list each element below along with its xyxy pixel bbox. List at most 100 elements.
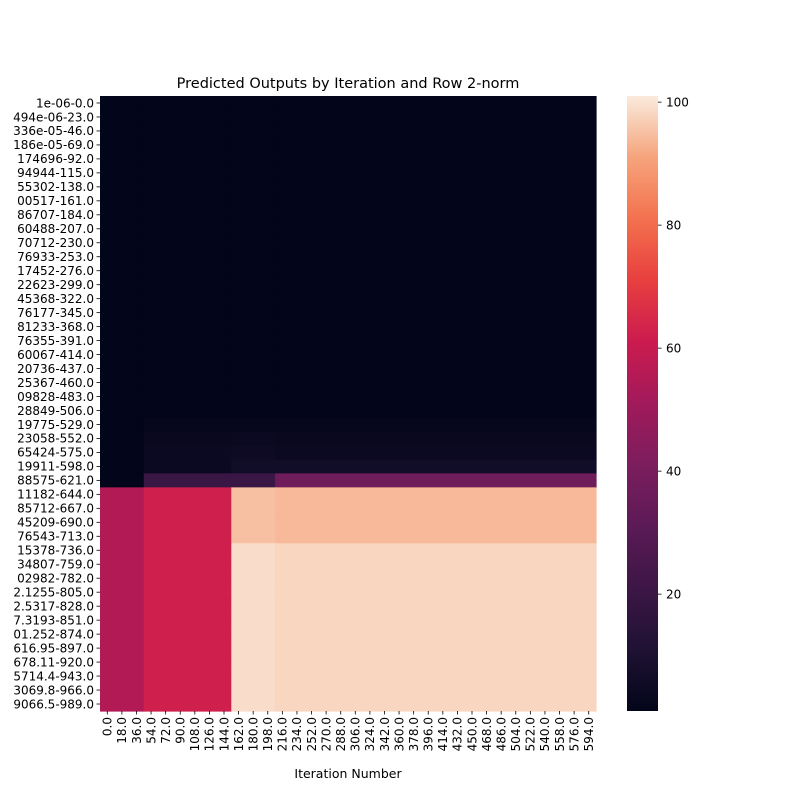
y-tick-label: 00517-161.0: [17, 194, 94, 208]
heatmap-cell: [143, 655, 232, 670]
y-tick-label: 94944-115.0: [17, 166, 94, 180]
heatmap-cell: [143, 333, 232, 349]
x-tick-label: 468.0: [480, 717, 494, 751]
y-tick-label: 22623-299.0: [17, 278, 94, 292]
heatmap-cell: [275, 389, 597, 405]
heatmap-cell: [143, 445, 232, 461]
y-tick-label: 19911-598.0: [17, 460, 94, 474]
x-tick-label: 72.0: [159, 717, 173, 744]
heatmap-cell: [231, 529, 276, 544]
heatmap-cell: [100, 417, 145, 433]
x-tick-label: 198.0: [261, 717, 275, 751]
colorbar-tick-label: 100: [666, 95, 689, 109]
heatmap-cell: [143, 683, 232, 698]
heatmap-cell: [275, 697, 597, 712]
heatmap-cell: [231, 319, 276, 335]
heatmap-cell: [100, 123, 145, 139]
heatmap-cell: [275, 123, 597, 139]
heatmap-cell: [275, 627, 597, 642]
heatmap-cell: [100, 557, 145, 572]
x-tick-label: 216.0: [276, 717, 290, 751]
heatmap-cell: [143, 613, 232, 628]
heatmap-cell: [100, 515, 145, 530]
heatmap-cell: [275, 277, 597, 293]
heatmap-cell: [100, 207, 145, 223]
x-tick-label: 432.0: [451, 717, 465, 751]
x-tick-label: 162.0: [232, 717, 246, 751]
heatmap-cell: [275, 501, 597, 516]
heatmap-cell: [275, 249, 597, 265]
x-tick-label: 234.0: [290, 717, 304, 751]
heatmap-cell: [231, 543, 276, 558]
heatmap-cell: [275, 235, 597, 251]
heatmap-cell: [231, 417, 276, 433]
heatmap-cell: [231, 361, 276, 377]
x-tick-label: 378.0: [407, 717, 421, 751]
y-tick-label: 01.252-874.0: [13, 627, 94, 641]
y-tick-label: 174696-92.0: [17, 152, 94, 166]
y-tick-label: 45209-690.0: [17, 516, 94, 530]
heatmap-cell: [143, 557, 232, 572]
heatmap-cell: [143, 571, 232, 586]
y-tick-label: 60067-414.0: [17, 348, 94, 362]
x-tick-label: 252.0: [305, 717, 319, 751]
heatmap-cell: [143, 277, 232, 293]
heatmap-cell: [143, 263, 232, 279]
y-tick-label: 3069.8-966.0: [13, 683, 94, 697]
heatmap-cell: [275, 543, 597, 558]
x-tick-label: 270.0: [319, 717, 333, 751]
heatmap-cell: [143, 669, 232, 684]
heatmap-cell: [100, 529, 145, 544]
heatmap-cell: [100, 221, 145, 237]
x-axis-ticks: 0.0 18.0 36.0 54.0 72.0 90.0 108.0 126.0 144.0 16…: [101, 711, 596, 751]
heatmap-cell: [231, 123, 276, 139]
y-tick-label: 336e-05-46.0: [13, 124, 94, 138]
x-tick-label: 324.0: [363, 717, 377, 751]
heatmap-cell: [231, 389, 276, 405]
heatmap-cell: [231, 459, 276, 474]
heatmap-cell: [275, 529, 597, 544]
y-tick-label: 2.1255-805.0: [13, 585, 94, 599]
heatmap-cell: [231, 473, 276, 488]
heatmap-cell: [231, 249, 276, 265]
heatmap-cell: [275, 137, 597, 153]
heatmap-cell: [143, 221, 232, 237]
y-axis-ticks: 1e-06-0.0494e-06-23.0336e-05-46.0186e-05…: [13, 96, 100, 711]
heatmap-cell: [100, 389, 145, 405]
heatmap-cell: [275, 403, 597, 419]
heatmap-cell: [231, 683, 276, 698]
heatmap-cell: [275, 193, 597, 209]
heatmap-cell: [231, 347, 276, 363]
heatmap-cell: [275, 165, 597, 181]
y-tick-label: 678.11-920.0: [13, 655, 94, 669]
heatmap-cell: [231, 221, 276, 237]
heatmap-cell: [100, 235, 145, 251]
heatmap-cell: [231, 557, 276, 572]
heatmap-cell: [100, 613, 145, 628]
heatmap-cell: [275, 221, 597, 237]
heatmap-cell: [143, 109, 232, 125]
heatmap-cell: [143, 347, 232, 363]
heatmap-cell: [275, 179, 597, 195]
heatmap-cell: [231, 137, 276, 153]
heatmap-cell: [100, 459, 145, 474]
heatmap-cell: [143, 151, 232, 167]
heatmap-cell: [275, 683, 597, 698]
heatmap-cell: [275, 487, 597, 502]
chart-title: Predicted Outputs by Iteration and Row 2…: [177, 76, 520, 92]
x-tick-label: 90.0: [174, 717, 188, 744]
heatmap-cell: [143, 137, 232, 153]
heatmap-cell: [100, 109, 145, 125]
heatmap-cell: [275, 655, 597, 670]
x-axis-label: Iteration Number: [294, 766, 402, 781]
x-tick-label: 486.0: [494, 717, 508, 751]
heatmap-cell: [231, 487, 276, 502]
heatmap-cell: [143, 515, 232, 530]
heatmap-cell: [231, 697, 276, 712]
heatmap-cell: [143, 431, 232, 447]
heatmap-cell: [100, 683, 145, 698]
heatmap-cell: [231, 655, 276, 670]
y-tick-label: 65424-575.0: [17, 446, 94, 460]
heatmap-cell: [275, 571, 597, 586]
heatmap-cell: [275, 613, 597, 628]
